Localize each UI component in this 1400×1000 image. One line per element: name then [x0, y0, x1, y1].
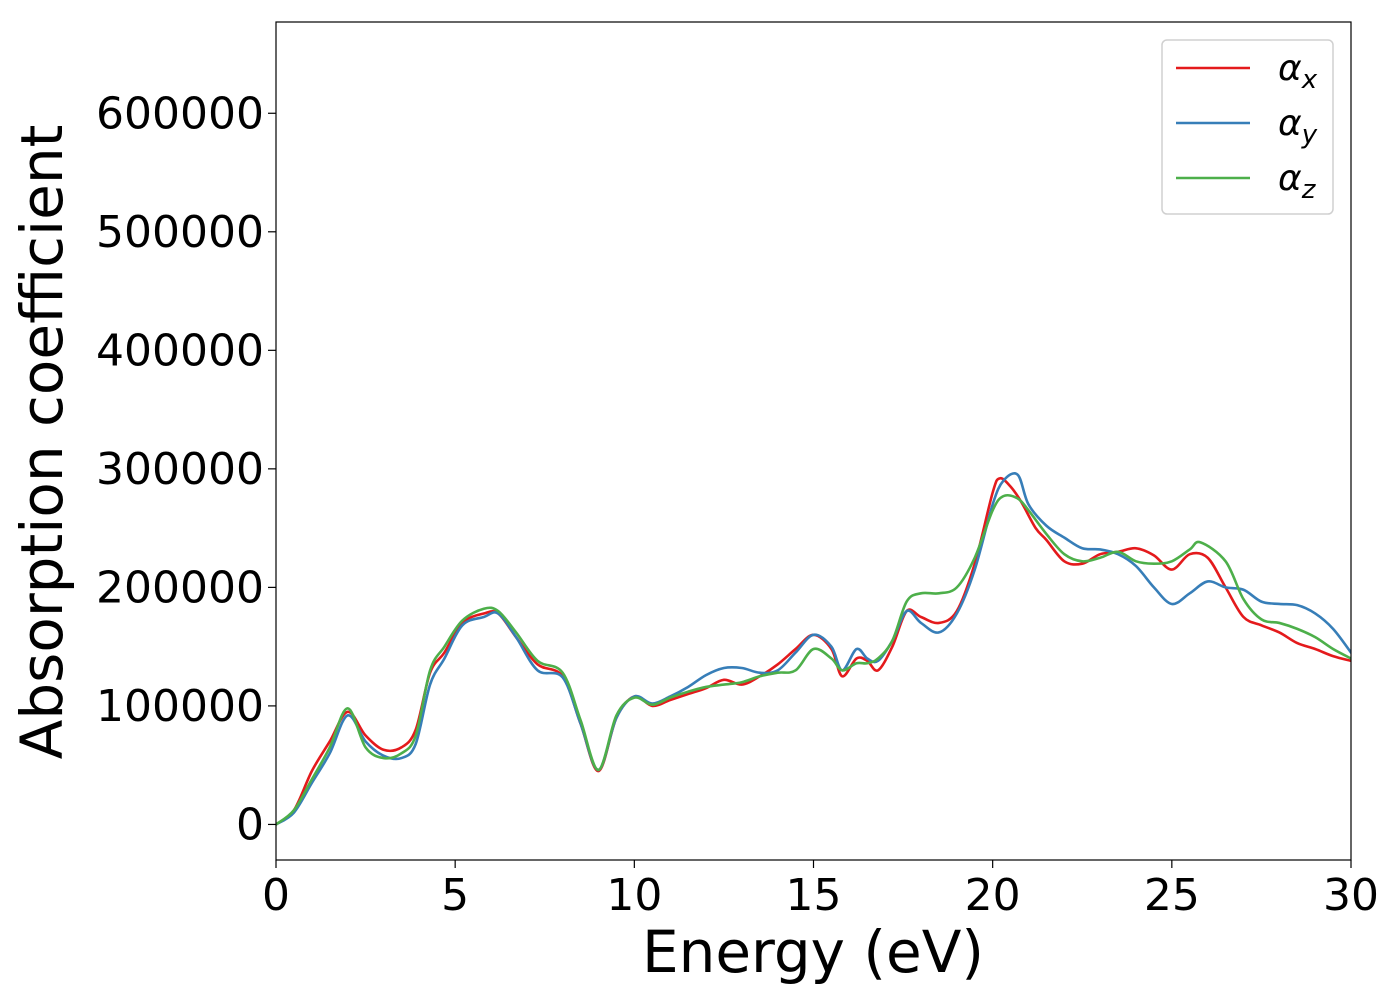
y-tick-label: 500000: [96, 207, 264, 258]
series-line-y: [276, 472, 1351, 826]
x-tick-label: 10: [606, 870, 662, 921]
x-tick-label: 30: [1323, 870, 1379, 921]
x-axis-ticks: 0 5 10 15 20 25 30: [262, 860, 1379, 921]
y-tick-label: 400000: [96, 325, 264, 376]
y-tick-label: 0: [236, 799, 264, 850]
y-axis-ticks: 0 100000 200000 300000 400000 500000 600000: [96, 88, 276, 850]
y-tick-label: 200000: [96, 562, 264, 613]
x-tick-label: 0: [262, 870, 290, 921]
x-tick-label: 25: [1144, 870, 1200, 921]
y-tick-label: 300000: [96, 444, 264, 495]
x-tick-label: 20: [965, 870, 1021, 921]
y-tick-label: 100000: [96, 681, 264, 732]
x-tick-label: 15: [786, 870, 842, 921]
y-tick-label: 600000: [96, 88, 264, 139]
series-line-x: [276, 476, 1351, 826]
x-tick-label: 5: [441, 870, 469, 921]
legend-box: [1161, 39, 1334, 215]
series-layer: [276, 472, 1351, 826]
x-axis-title: Energy (eV): [642, 918, 984, 986]
series-line-z: [276, 494, 1351, 826]
y-axis-title: Absorption coefficient: [8, 125, 76, 760]
